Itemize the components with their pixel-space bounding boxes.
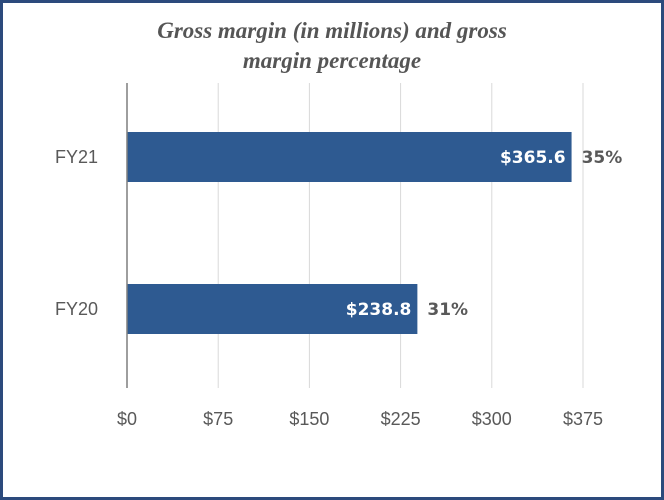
value-label-fy21: $365.6 [500, 148, 566, 168]
bar-fy21 [127, 132, 572, 182]
value-label-fy20: $238.8 [346, 300, 412, 320]
category-label-fy20: FY20 [55, 299, 98, 319]
gridlines [217, 83, 584, 388]
bar-fy20 [127, 284, 418, 334]
x-tick-label-75: $75 [203, 409, 233, 429]
x-tick-label-225: $225 [381, 409, 421, 429]
bars: $365.6 35% $238.8 31% [127, 132, 622, 334]
chart-title-line-2: margin percentage [242, 48, 422, 73]
x-tick-label-300: $300 [472, 409, 512, 429]
y-axis-category-labels: FY21 FY20 [55, 147, 98, 319]
category-label-fy21: FY21 [55, 147, 98, 167]
x-axis-tick-labels: $0 $75 $150 $225 $300 $375 [117, 409, 603, 429]
percent-label-fy20: 31% [427, 300, 468, 320]
percent-label-fy21: 35% [582, 148, 623, 168]
x-tick-label-375: $375 [563, 409, 603, 429]
chart-title-line-1: Gross margin (in millions) and gross [157, 18, 507, 43]
chart-title: Gross margin (in millions) and gross mar… [0, 16, 664, 76]
x-tick-label-150: $150 [289, 409, 329, 429]
x-tick-label-0: $0 [117, 409, 137, 429]
